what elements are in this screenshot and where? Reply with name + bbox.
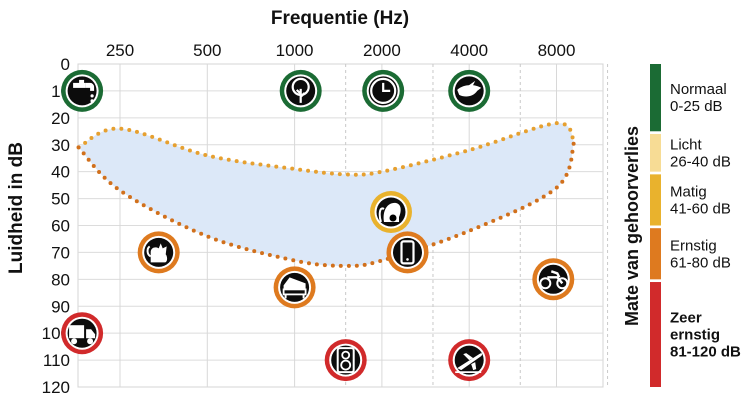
vacuum-icon (378, 202, 401, 223)
faucet-spout (85, 82, 95, 91)
point-disc (538, 264, 568, 294)
legend-band-ernstig (650, 228, 661, 280)
vacuum-wheel (389, 214, 397, 222)
tree-trunk (295, 88, 306, 103)
legend-band-label: Matig (670, 183, 707, 200)
y-tick-label: 20 (51, 109, 70, 128)
clock-icon (370, 77, 397, 105)
vacuum-body (383, 202, 401, 222)
data-point-piano (273, 266, 316, 309)
dog-body (150, 243, 168, 263)
moto-wheel (539, 277, 552, 290)
faucet-icon (73, 79, 95, 103)
legend-band-normaal (650, 64, 661, 132)
vacuum-hose (378, 207, 385, 223)
truck-cab (86, 329, 96, 339)
data-point-boom (279, 69, 322, 112)
x-tick-label: 4000 (450, 41, 488, 60)
piano-legs (284, 294, 305, 299)
data-point-klok (362, 69, 405, 112)
data-point-stofzuiger (370, 191, 412, 233)
data-point-luidspreker (324, 339, 367, 382)
speaker-tweeter (341, 350, 351, 360)
legend-band-label: ernstig (670, 327, 720, 344)
y-tick-label: 40 (51, 163, 70, 182)
data-point-motor (532, 258, 575, 301)
data-point-telefoon (386, 231, 429, 274)
plane-wings (463, 353, 477, 371)
x-tick-label: 8000 (538, 41, 576, 60)
truck-wheel (87, 338, 94, 345)
data-point-hond (137, 231, 180, 274)
legend-band-range: 61-80 dB (670, 254, 731, 271)
clock-face (370, 77, 397, 105)
legend-band-label: Normaal (670, 81, 727, 98)
dog-tail (146, 245, 152, 258)
truck-wheel (71, 338, 78, 345)
data-point-vliegtuig (448, 339, 491, 382)
data-point-vrachtwagen (61, 312, 104, 355)
speaker-woofer (340, 359, 352, 371)
y-tick-label: 120 (42, 378, 70, 397)
legend-band-label: Zeer (670, 310, 702, 327)
dog-icon (146, 243, 168, 263)
legend-band-licht (650, 133, 661, 172)
y-tick-label: 30 (51, 136, 70, 155)
bird-body (457, 85, 482, 97)
motorcycle-icon (539, 270, 569, 290)
piano-lid (283, 277, 306, 290)
x-tick-label: 500 (193, 41, 221, 60)
x-axis-title: Frequentie (Hz) (271, 8, 409, 29)
clock-hands (382, 82, 391, 93)
legend-band-range: 26-40 dB (670, 153, 731, 170)
y-tick-label: 70 (51, 243, 70, 262)
piano-icon (282, 277, 307, 299)
phone-frame (400, 240, 415, 265)
y-tick-label: 50 (51, 190, 70, 209)
bird-icon (457, 80, 482, 97)
truck-cargo (69, 325, 85, 339)
phone-button (406, 258, 409, 261)
airplane-icon (455, 353, 483, 374)
x-tick-label: 1000 (276, 41, 314, 60)
y-tick-label: 80 (51, 270, 70, 289)
speech-banana-fill (78, 123, 575, 266)
legend-band-range: 41-60 dB (670, 200, 731, 217)
point-disc (393, 237, 422, 267)
truck-icon (69, 325, 96, 345)
x-tick-label: 2000 (363, 41, 401, 60)
legend-band-zeer-ernstig (650, 282, 661, 387)
legend-band-label: Ernstig (670, 237, 717, 254)
legend-band-label: Licht (670, 136, 703, 153)
data-point-kraan (61, 69, 104, 112)
y-tick-label: 110 (43, 351, 70, 370)
phone-icon (400, 240, 415, 265)
speech-banana-lower-edge (76, 140, 577, 268)
legend-band-range: 0-25 dB (670, 98, 723, 115)
y-tick-label: 60 (51, 217, 70, 236)
x-tick-label: 250 (106, 41, 134, 60)
legend-title: Mate van gehoorverlies (622, 126, 642, 326)
speaker-box (336, 347, 355, 374)
y-tick-label: 0 (61, 55, 70, 74)
moto-frame (547, 270, 564, 285)
faucet-drop (90, 99, 94, 103)
moto-wheel (556, 277, 569, 290)
plane-fuselage (457, 353, 483, 371)
piano-keys (282, 288, 307, 296)
legend-band-range: 81-120 dB (670, 344, 741, 361)
faucet-body (73, 82, 86, 88)
faucet-handle (79, 79, 85, 84)
y-axis-title: Luidheid in dB (6, 142, 27, 274)
bird-wing (465, 80, 476, 89)
tree-icon (291, 77, 310, 103)
data-point-vogel (448, 69, 491, 112)
speaker-icon (336, 347, 355, 374)
faucet-drop (90, 94, 94, 98)
legend-band-matig (650, 174, 661, 226)
y-tick-label: 90 (51, 297, 70, 316)
